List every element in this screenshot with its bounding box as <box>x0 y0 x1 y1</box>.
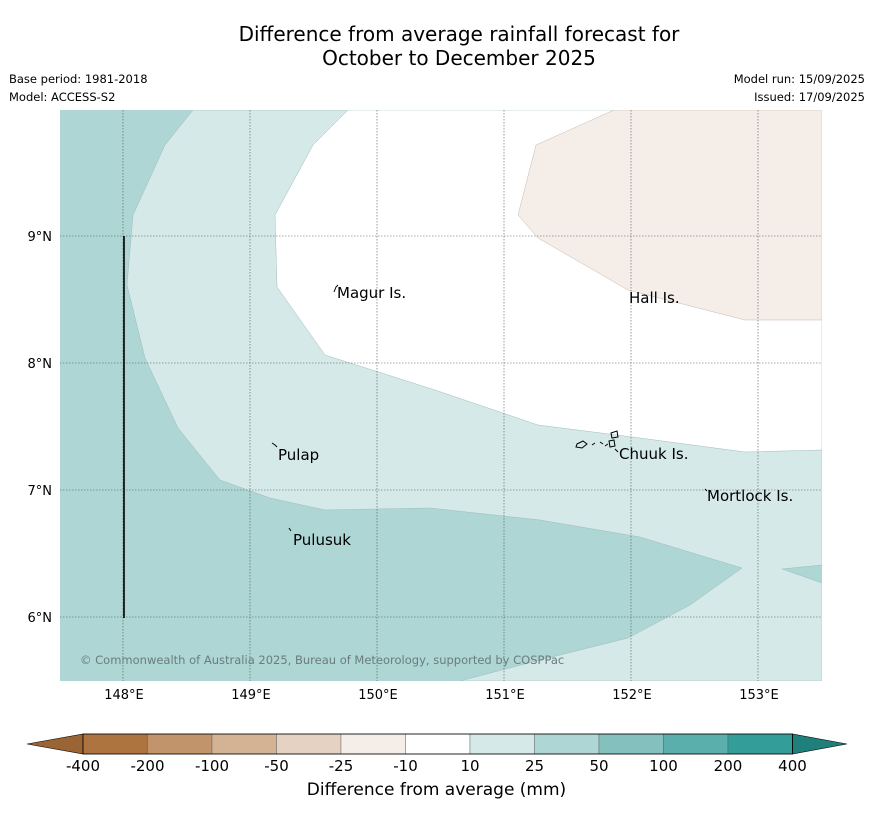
lon-tick: 151°E <box>485 688 525 703</box>
colorbar-segment <box>147 733 213 755</box>
colorbar-tick-label: -200 <box>130 757 164 775</box>
label-pulap: Pulap <box>278 446 319 464</box>
colorbar-segment <box>276 733 342 755</box>
colorbar-segment <box>340 733 406 755</box>
colorbar-segment <box>211 733 277 755</box>
title-line-1: Difference from average rainfall forecas… <box>238 22 680 46</box>
colorbar-tick-label: 25 <box>525 757 544 775</box>
lon-tick: 149°E <box>231 688 271 703</box>
map-area <box>60 110 822 681</box>
region-minus-25-10 <box>517 110 822 321</box>
pulap-island-shape <box>271 442 278 448</box>
lon-tick: 148°E <box>104 688 144 703</box>
mortlock-island-shape <box>704 488 708 492</box>
issued-date: Issued: 17/09/2025 <box>754 90 865 104</box>
lat-tick: 8°N <box>28 357 53 372</box>
colorbar-tick-label: -50 <box>264 757 289 775</box>
place-labels: Magur Is. Hall Is. Pulap Chuuk Is. Mortl… <box>278 284 793 549</box>
base-period: Base period: 1981-2018 <box>9 72 148 86</box>
meta-left: Base period: 1981-2018 Model: ACCESS-S2 <box>9 70 148 106</box>
colorbar-segment <box>82 733 148 755</box>
map-title: Difference from average rainfall forecas… <box>0 22 873 70</box>
label-pulusuk: Pulusuk <box>293 531 351 549</box>
colorbar-over-arrow <box>792 733 848 755</box>
colorbar-segment <box>663 733 729 755</box>
colorbar-segment <box>598 733 664 755</box>
lon-tick: 150°E <box>358 688 398 703</box>
colorbar-tick-label: 100 <box>649 757 678 775</box>
lat-tick-labels: 9°N 8°N 7°N 6°N <box>28 230 53 626</box>
model-name: Model: ACCESS-S2 <box>9 90 116 104</box>
colorbar-tick-label: 50 <box>589 757 608 775</box>
pulusuk-island-shape <box>288 527 292 532</box>
colorbar-segment <box>534 733 600 755</box>
colorbar-tick-label: 200 <box>714 757 743 775</box>
colorbar-under-arrow <box>26 733 84 755</box>
label-hall: Hall Is. <box>629 289 680 307</box>
island-outlines <box>271 284 708 532</box>
lon-tick: 153°E <box>739 688 779 703</box>
colorbar-tick-label: 10 <box>460 757 479 775</box>
magur-island-shape <box>333 284 339 293</box>
colorbar-tick-label: -25 <box>329 757 354 775</box>
colorbar-tick-label: -400 <box>66 757 100 775</box>
colorbar-tick-label: -10 <box>393 757 418 775</box>
meta-right: Model run: 15/09/2025 Issued: 17/09/2025 <box>734 70 865 106</box>
lat-tick: 9°N <box>28 230 53 245</box>
label-chuuk: Chuuk Is. <box>619 445 688 463</box>
label-mortlock: Mortlock Is. <box>707 487 793 505</box>
colorbar-segment <box>469 733 535 755</box>
model-run: Model run: 15/09/2025 <box>733 72 865 86</box>
lon-tick: 152°E <box>612 688 652 703</box>
colorbar-tick-label: 400 <box>778 757 807 775</box>
colorbar-tick-label: -100 <box>195 757 229 775</box>
colorbar-segment <box>727 733 793 755</box>
lat-tick: 6°N <box>28 611 53 626</box>
copyright-notice: © Commonwealth of Australia 2025, Bureau… <box>80 653 565 667</box>
label-magur: Magur Is. <box>337 284 406 302</box>
title-line-2: October to December 2025 <box>322 46 596 70</box>
lon-tick-labels: 148°E 149°E 150°E 151°E 152°E 153°E <box>104 688 779 703</box>
lat-tick: 7°N <box>28 484 53 499</box>
colorbar-segment <box>405 733 471 755</box>
colorbar: -400 -200 -100 -50 -25 -10 10 25 50 100 200 400 <box>26 733 848 775</box>
colorbar-frame <box>82 733 793 755</box>
chuuk-island-shape <box>575 430 619 453</box>
gridlines <box>60 110 822 681</box>
colorbar-title: Difference from average (mm) <box>306 780 567 800</box>
